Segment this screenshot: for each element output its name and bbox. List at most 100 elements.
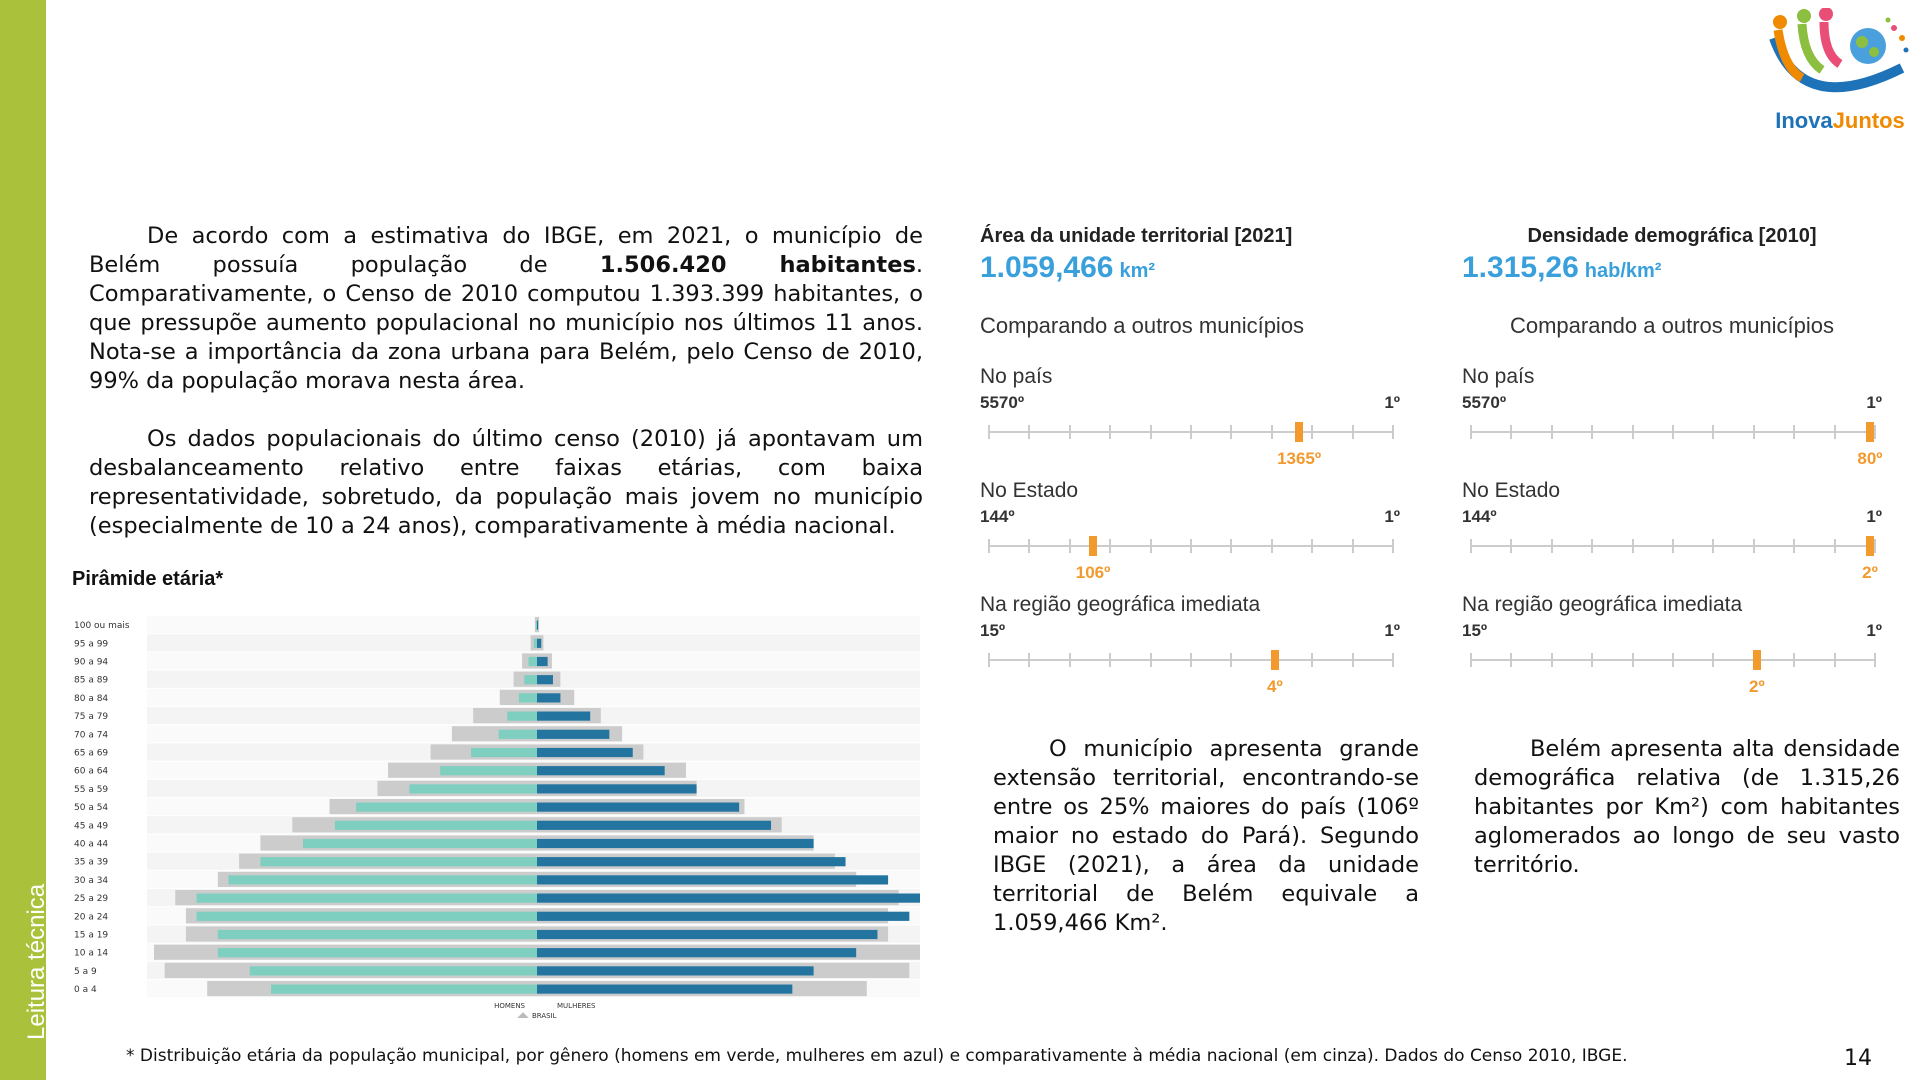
rank-tick xyxy=(1631,425,1634,439)
rank-tick xyxy=(1550,539,1553,553)
age-group-label: 60 a 64 xyxy=(74,767,108,777)
rank-position: 80º xyxy=(1857,449,1883,468)
area-rank-0: No país 5570º 1º 1365º xyxy=(980,365,1400,468)
female-bar xyxy=(537,784,697,794)
rank-tick xyxy=(1351,653,1354,667)
rank-tick xyxy=(1149,653,1152,667)
rank-label: Na região geográfica imediata xyxy=(1462,593,1743,616)
rank-label: No Estado xyxy=(980,479,1079,502)
female-bar xyxy=(537,620,539,630)
age-group-label: 85 a 89 xyxy=(74,676,108,686)
density-rank-0: No país 5570º 1º 80º xyxy=(1462,365,1883,468)
rank-tick xyxy=(1028,425,1031,439)
male-bar xyxy=(528,656,537,667)
rank-max: 1º xyxy=(1384,393,1400,412)
rank-position: 2º xyxy=(1748,677,1765,696)
rank-tick xyxy=(1752,539,1755,553)
male-bar xyxy=(356,802,537,812)
density-compare-label: Comparando a outros municípios xyxy=(1509,313,1835,338)
male-bar xyxy=(535,620,537,630)
rank-min: 144º xyxy=(1462,507,1497,526)
density-unit: hab/km² xyxy=(1584,260,1662,282)
population-highlight: 1.506.420 habitantes xyxy=(599,252,916,278)
page-number: 14 xyxy=(1844,1046,1872,1071)
male-bar xyxy=(471,747,537,758)
age-group-label: 70 a 74 xyxy=(74,730,108,740)
rank-label: No país xyxy=(980,365,1053,388)
rank-tick xyxy=(1311,539,1314,553)
legend-women: MULHERES xyxy=(557,1002,596,1010)
rank-tick xyxy=(1874,539,1876,553)
rank-max: 1º xyxy=(1384,621,1400,640)
male-bar xyxy=(507,711,537,721)
area-panel: Área da unidade territorial [2021] 1.059… xyxy=(980,225,1420,705)
rank-tick xyxy=(1470,425,1472,439)
female-bar xyxy=(537,875,889,885)
rank-tick xyxy=(1392,653,1394,667)
rank-tick xyxy=(1068,539,1071,553)
male-bar xyxy=(518,693,537,703)
inova-juntos-logo: InovaJuntos xyxy=(1762,7,1918,138)
rank-label: No Estado xyxy=(1462,479,1561,502)
density-panel: Densidade demográfica [2010] 1.315,26 hab… xyxy=(1462,225,1902,705)
male-bar xyxy=(271,984,537,994)
rank-label: Na região geográfica imediata xyxy=(980,593,1261,616)
rank-marker xyxy=(1865,422,1874,442)
rank-tick xyxy=(1672,425,1674,439)
intro-paragraph-2: Os dados populacionais do último censo (… xyxy=(89,426,923,539)
rank-min: 15º xyxy=(1462,621,1488,640)
male-bar xyxy=(334,820,537,830)
male-bar xyxy=(302,838,537,849)
age-group-label: 80 a 84 xyxy=(74,694,108,704)
rank-tick xyxy=(1190,653,1192,667)
female-bar xyxy=(537,838,814,849)
density-value: 1.315,26 hab/km² xyxy=(1462,251,1662,284)
rank-track xyxy=(988,650,1394,670)
female-bar xyxy=(537,747,633,758)
age-group-label: 5 a 9 xyxy=(74,967,97,977)
area-note: O município apresenta grande extensão te… xyxy=(993,736,1419,936)
rank-track xyxy=(988,536,1394,556)
female-bar xyxy=(537,656,548,667)
rank-tick xyxy=(1510,653,1513,667)
age-group-label: 30 a 34 xyxy=(74,876,108,886)
intro-text: De acordo com a estimativa do IBGE, em 2… xyxy=(89,222,923,541)
rank-tick xyxy=(1833,425,1836,439)
logo-graphic xyxy=(1769,7,1909,93)
age-group-label: 95 a 99 xyxy=(74,639,108,649)
rank-tick xyxy=(1068,425,1071,439)
rank-tick xyxy=(1874,653,1876,667)
rank-tick xyxy=(1874,425,1876,439)
rank-tick xyxy=(1109,539,1112,553)
female-bar xyxy=(537,966,814,976)
rank-max: 1º xyxy=(1384,507,1400,526)
age-group-label: 50 a 54 xyxy=(74,803,108,813)
rank-position: 4º xyxy=(1266,677,1283,696)
female-bar xyxy=(537,857,846,867)
male-bar xyxy=(217,929,538,940)
female-bar xyxy=(537,766,665,776)
rank-tick xyxy=(1230,653,1233,667)
rank-marker xyxy=(1295,422,1304,442)
female-bar xyxy=(537,638,542,648)
age-group-label: 45 a 49 xyxy=(74,821,108,831)
rank-tick xyxy=(1833,653,1836,667)
density-note: Belém apresenta alta densidade demográfi… xyxy=(1474,736,1900,878)
rank-tick xyxy=(1793,539,1796,553)
age-group-label: 65 a 69 xyxy=(74,749,108,759)
rank-tick xyxy=(1672,539,1674,553)
rank-min: 15º xyxy=(980,621,1006,640)
rank-tick xyxy=(1028,539,1031,553)
rank-tick xyxy=(988,653,990,667)
male-bar xyxy=(196,893,538,903)
rank-tick xyxy=(1712,425,1715,439)
rank-marker xyxy=(1089,536,1098,556)
area-rank-1: No Estado 144º 1º 106º xyxy=(980,479,1400,582)
rank-tick xyxy=(1149,539,1152,553)
rank-marker xyxy=(1752,650,1761,670)
rank-tick xyxy=(1752,425,1755,439)
area-unit: km² xyxy=(1119,260,1156,282)
male-bar xyxy=(409,784,537,794)
rank-tick xyxy=(1672,653,1674,667)
female-bar xyxy=(537,693,561,703)
